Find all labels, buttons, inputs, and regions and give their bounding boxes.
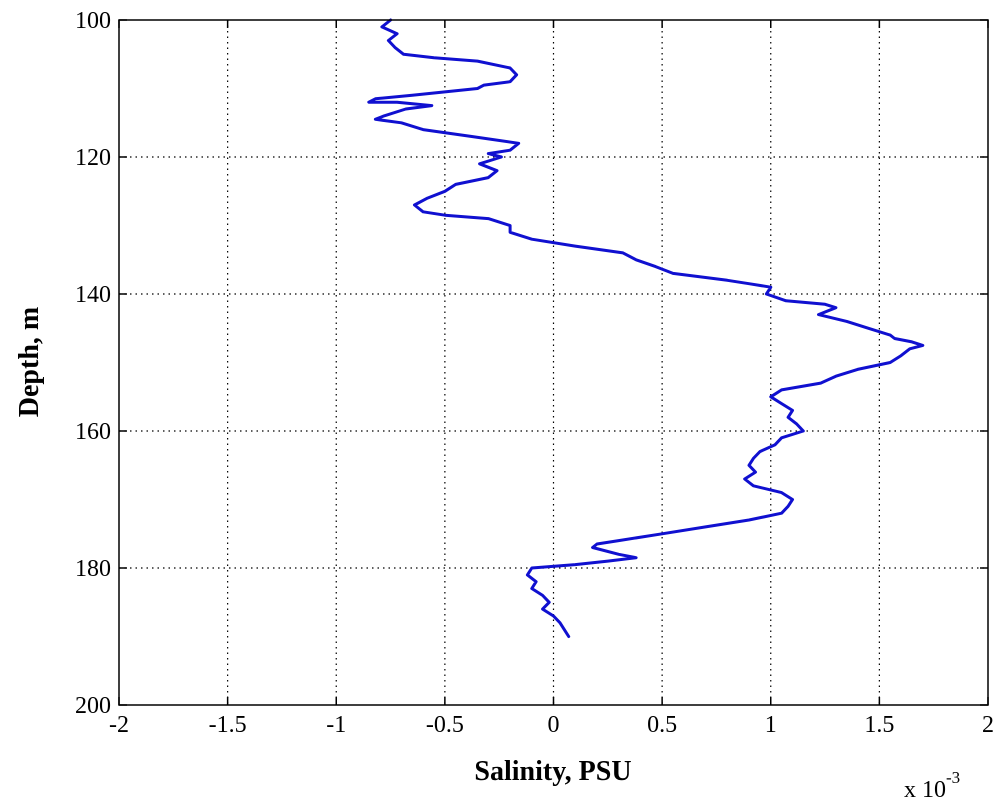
grid-layer [119,20,988,705]
y-tick-label: 180 [75,556,111,582]
label-layer: -2 -1.5 -1 -0.5 0 0.5 1 1.5 2 100 120 140 160 180 200 [75,8,994,738]
y-axis-label: Depth, m [14,307,45,417]
x-tick-label: 1.5 [864,712,894,738]
y-tick-label: 140 [75,282,111,308]
y-tick-label: 100 [75,8,111,34]
series-line [367,18,925,638]
x-tick-label: 1 [765,712,777,738]
x-multiplier-exponent: -3 [946,768,960,787]
x-tick-label: -1 [326,712,346,738]
x-tick-label: 0.5 [647,712,677,738]
y-tick-label: 160 [75,419,111,445]
x-tick-label: 2 [982,712,994,738]
y-tick-label: 120 [75,145,111,171]
x-tick-label: -0.5 [426,712,464,738]
x-multiplier-base: x 10 [904,777,946,803]
x-tick-label: -1.5 [209,712,247,738]
series-layer [367,18,925,638]
tick-layer [118,19,989,706]
x-tick-label: 0 [548,712,560,738]
x-axis-label: Salinity, PSU [474,756,631,787]
x-tick-label: -2 [109,712,129,738]
y-tick-label: 200 [75,693,111,719]
x-multiplier-label: x 10-3 [904,768,960,803]
